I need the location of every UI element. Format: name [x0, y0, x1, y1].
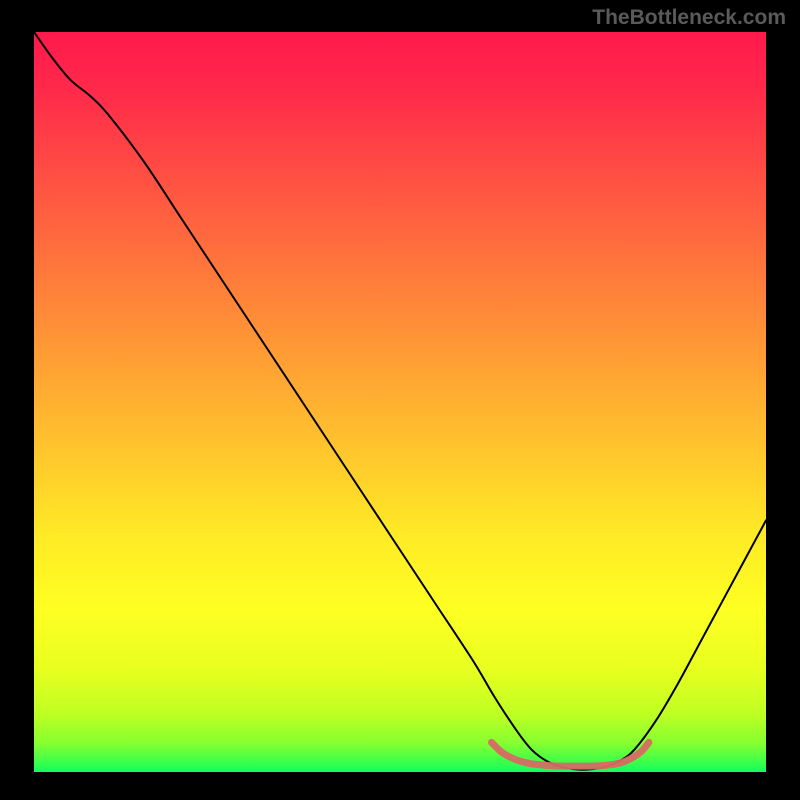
- plot-gradient-background: [34, 32, 766, 772]
- chart-container: TheBottleneck.com: [0, 0, 800, 800]
- watermark-text: TheBottleneck.com: [592, 6, 786, 30]
- bottleneck-chart: [0, 0, 800, 800]
